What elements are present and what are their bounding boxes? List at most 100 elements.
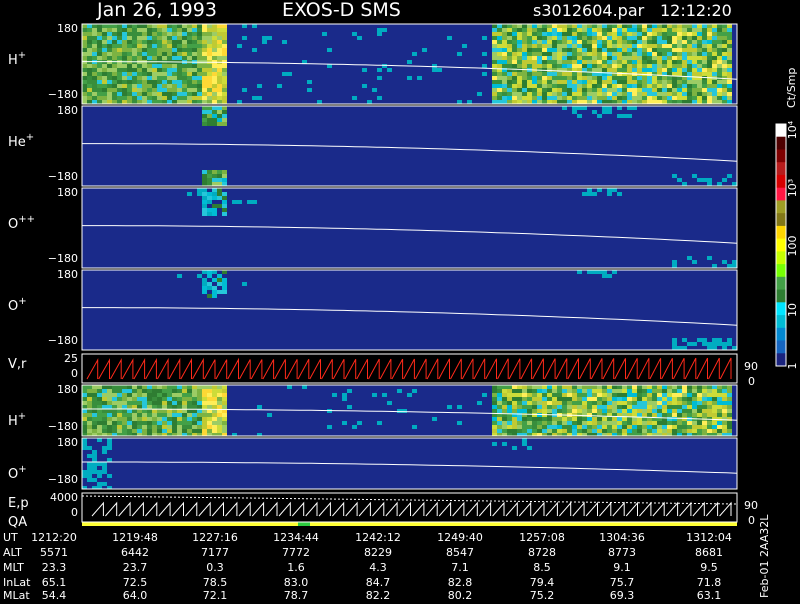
- heatmap-cell: [687, 342, 692, 346]
- heatmap-cell: [507, 48, 512, 52]
- heatmap-cell: [707, 256, 712, 260]
- panel-frame: [81, 187, 738, 269]
- heatmap-cell: [627, 405, 632, 409]
- heatmap-cell: [177, 409, 182, 413]
- heatmap-cell: [672, 84, 677, 88]
- heatmap-cell: [722, 28, 727, 32]
- heatmap-cell: [562, 421, 567, 425]
- heatmap-cell: [302, 60, 307, 64]
- heatmap-cell: [657, 36, 662, 40]
- heatmap-cell: [627, 433, 632, 436]
- heatmap-cell: [702, 40, 707, 44]
- heatmap-cell: [717, 417, 722, 421]
- heatmap-cell: [582, 100, 587, 104]
- heatmap-cell: [707, 28, 712, 32]
- heatmap-cell: [662, 421, 667, 425]
- y-tick-max: 180: [57, 22, 78, 35]
- heatmap-cell: [672, 36, 677, 40]
- colorbar-tick: 100: [786, 236, 799, 257]
- heatmap-cell: [197, 92, 202, 96]
- heatmap-cell: [122, 401, 127, 405]
- heatmap-cell: [667, 48, 672, 52]
- heatmap-cell: [652, 72, 657, 76]
- heatmap-cell: [377, 32, 382, 36]
- heatmap-cell: [687, 76, 692, 80]
- heatmap-cell: [207, 413, 212, 417]
- heatmap-cell: [532, 88, 537, 92]
- heatmap-cell: [622, 409, 627, 413]
- heatmap-cell: [92, 32, 97, 36]
- heatmap-cell: [527, 433, 532, 436]
- heatmap-cell: [637, 401, 642, 405]
- qa-bar: [82, 522, 737, 526]
- heatmap-cell: [537, 48, 542, 52]
- heatmap-cell: [537, 80, 542, 84]
- heatmap-cell: [132, 84, 137, 88]
- heatmap-cell: [177, 421, 182, 425]
- heatmap-cell: [617, 72, 622, 76]
- heatmap-cell: [517, 425, 522, 429]
- heatmap-cell: [132, 409, 137, 413]
- heatmap-cell: [727, 44, 732, 48]
- heatmap-cell: [512, 40, 517, 44]
- heatmap-cell: [192, 64, 197, 68]
- heatmap-cell: [532, 385, 537, 389]
- heatmap-cell: [627, 64, 632, 68]
- heatmap-cell: [127, 56, 132, 60]
- heatmap-cell: [222, 397, 227, 401]
- heatmap-cell: [192, 429, 197, 433]
- heatmap-cell: [672, 68, 677, 72]
- table-cell: 5571: [40, 546, 68, 559]
- heatmap-cell: [692, 52, 697, 56]
- heatmap-cell: [717, 28, 722, 32]
- heatmap-cell: [197, 433, 202, 436]
- heatmap-cell: [202, 385, 207, 389]
- heatmap-cell: [212, 208, 217, 212]
- heatmap-cell: [652, 413, 657, 417]
- heatmap-cell: [192, 100, 197, 104]
- heatmap-cell: [542, 24, 547, 28]
- colorbar-swatch: [776, 213, 786, 227]
- heatmap-cell: [557, 88, 562, 92]
- heatmap-cell: [727, 405, 732, 409]
- heatmap-cell: [147, 80, 152, 84]
- heatmap-cell: [572, 425, 577, 429]
- heatmap-cell: [587, 88, 592, 92]
- heatmap-cell: [692, 80, 697, 84]
- heatmap-cell: [137, 429, 142, 433]
- colorbar-swatch: [776, 162, 786, 176]
- heatmap-cell: [697, 48, 702, 52]
- heatmap-cell: [607, 393, 612, 397]
- heatmap-cell: [492, 92, 497, 96]
- heatmap-cell: [222, 212, 227, 216]
- heatmap-cell: [492, 76, 497, 80]
- heatmap-cell: [592, 401, 597, 405]
- heatmap-cell: [622, 413, 627, 417]
- heatmap-cell: [162, 72, 167, 76]
- heatmap-cell: [647, 405, 652, 409]
- heatmap-cell: [712, 342, 717, 346]
- table-cell: 80.2: [448, 589, 473, 600]
- heatmap-cell: [617, 88, 622, 92]
- heatmap-cell: [612, 84, 617, 88]
- heatmap-cell: [87, 417, 92, 421]
- heatmap-cell: [652, 76, 657, 80]
- heatmap-cell: [582, 76, 587, 80]
- heatmap-cell: [647, 397, 652, 401]
- heatmap-cell: [707, 44, 712, 48]
- heatmap-cell: [682, 88, 687, 92]
- heatmap-cell: [727, 24, 732, 28]
- heatmap-cell: [577, 40, 582, 44]
- heatmap-cell: [632, 106, 637, 110]
- heatmap-cell: [117, 84, 122, 88]
- heatmap-cell: [152, 44, 157, 48]
- heatmap-cell: [657, 389, 662, 393]
- heatmap-cell: [712, 72, 717, 76]
- heatmap-cell: [592, 60, 597, 64]
- heatmap-cell: [197, 28, 202, 32]
- heatmap-cell: [202, 421, 207, 425]
- heatmap-cell: [87, 48, 92, 52]
- heatmap-cell: [502, 393, 507, 397]
- heatmap-cell: [112, 48, 117, 52]
